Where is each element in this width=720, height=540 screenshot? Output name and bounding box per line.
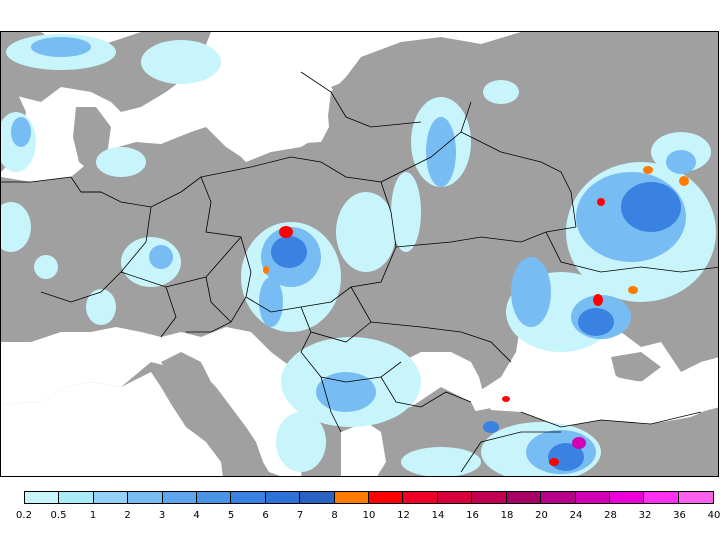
- legend-color-bar: [24, 491, 714, 504]
- legend-swatch: [334, 492, 370, 503]
- legend-swatch: [25, 492, 60, 503]
- legend-swatch: [678, 492, 714, 503]
- sea-baltic: [116, 62, 329, 160]
- legend-tick-label: 14: [431, 510, 445, 521]
- legend-swatch: [369, 492, 404, 503]
- precipitation-legend: 0.2 0.5 1 2 3 4 5 6 7 8 10 12 14 16 18 20 24 28 32 36 40: [16, 491, 720, 535]
- legend-tick-label: 1: [89, 510, 97, 521]
- legend-swatch: [128, 492, 163, 503]
- legend-tick-label: 10: [362, 510, 376, 521]
- legend-swatch: [197, 492, 232, 503]
- sea-black-sea: [481, 357, 718, 427]
- legend-swatch: [506, 492, 542, 503]
- legend-tick-label: 18: [500, 510, 514, 521]
- sea-caspian: [701, 357, 718, 378]
- land-sicily: [224, 468, 262, 476]
- legend-tick-label: 3: [158, 510, 166, 521]
- legend-tick-label: 12: [397, 510, 410, 521]
- legend-swatch: [231, 492, 266, 503]
- land-crimea: [611, 352, 661, 382]
- precip-heavy: [271, 182, 681, 471]
- land-finland: [331, 47, 481, 127]
- legend-tick-label: 36: [673, 510, 686, 521]
- precip-peaks: [263, 166, 689, 466]
- country-borders: [1, 71, 718, 473]
- sea-aegean: [341, 422, 386, 476]
- legend-tick-label: 0.2: [16, 510, 32, 521]
- sea-adriatic: [201, 357, 301, 457]
- precipitation-overlay: [1, 34, 716, 476]
- legend-swatch: [609, 492, 645, 503]
- sea-areas: [1, 32, 718, 476]
- legend-swatch: [265, 492, 301, 503]
- legend-swatch: [59, 492, 94, 503]
- map-canvas: [1, 32, 718, 476]
- legend-tick-label: 28: [604, 510, 617, 521]
- legend-tick-label: 4: [193, 510, 200, 521]
- legend-tick-label: 32: [638, 510, 652, 521]
- legend-swatch: [93, 492, 129, 503]
- legend-tick-label: 8: [331, 510, 338, 521]
- legend-tick-label: 20: [535, 510, 548, 521]
- legend-swatch: [472, 492, 507, 503]
- sea-tyrrhenian: [1, 372, 223, 476]
- legend-tick-label: 16: [466, 510, 479, 521]
- legend-swatch: [403, 492, 438, 503]
- legend-swatch: [437, 492, 473, 503]
- legend-tick-label: 24: [569, 510, 583, 521]
- sea-gulf-of-bothnia: [226, 32, 321, 72]
- legend-tick-label: 5: [227, 510, 235, 521]
- legend-swatch: [644, 492, 679, 503]
- legend-swatch: [575, 492, 610, 503]
- legend-tick-label: 40: [707, 510, 720, 521]
- legend-tick-label: 0.5: [50, 510, 67, 521]
- legend-tick-label: 6: [262, 510, 269, 521]
- legend-swatch: [541, 492, 576, 503]
- legend-tick-label: 2: [124, 510, 131, 521]
- land-italy: [161, 352, 263, 472]
- legend-swatch: [300, 492, 335, 503]
- legend-swatch: [162, 492, 198, 503]
- legend-tick-label: 7: [296, 510, 304, 521]
- precipitation-map: [0, 31, 719, 477]
